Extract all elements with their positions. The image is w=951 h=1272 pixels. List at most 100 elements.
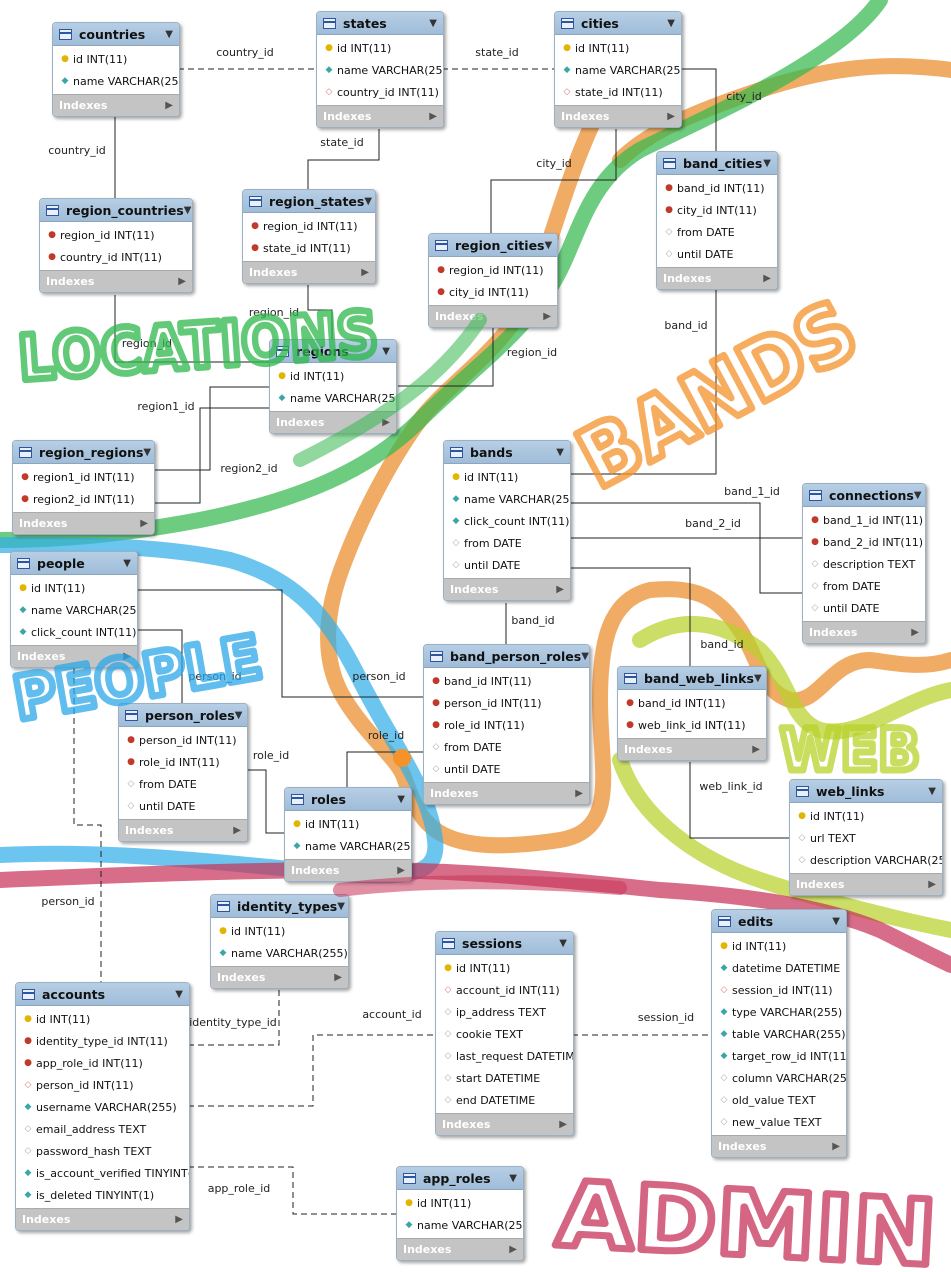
column-row[interactable]: ◇ until DATE: [657, 243, 777, 265]
column-row[interactable]: ● band_id INT(11): [657, 177, 777, 199]
table-region_regions[interactable]: region_regions ▼ ● region1_id INT(11) ● regio…: [12, 440, 155, 535]
expand-arrow-icon[interactable]: ▶: [752, 744, 760, 755]
indexes-footer[interactable]: Indexes ▶: [790, 873, 942, 895]
indexes-footer[interactable]: Indexes ▶: [555, 105, 681, 127]
column-row[interactable]: ◆ name VARCHAR(255): [444, 488, 570, 510]
indexes-footer[interactable]: Indexes ▶: [243, 261, 375, 283]
column-row[interactable]: ◆ click_count INT(11): [444, 510, 570, 532]
collapse-arrow-icon[interactable]: ▼: [556, 446, 564, 458]
column-row[interactable]: ◆ name VARCHAR(255): [317, 59, 443, 81]
table-header[interactable]: web_links ▼: [790, 780, 942, 803]
table-region_states[interactable]: region_states ▼ ● region_id INT(11) ● state_i…: [242, 189, 376, 284]
collapse-arrow-icon[interactable]: ▼: [143, 446, 152, 458]
column-row[interactable]: ● id INT(11): [270, 365, 396, 387]
collapse-arrow-icon[interactable]: ▼: [397, 793, 405, 805]
expand-arrow-icon[interactable]: ▶: [178, 276, 186, 287]
table-header[interactable]: person_roles ▼: [119, 704, 247, 727]
indexes-footer[interactable]: Indexes ▶: [397, 1238, 523, 1260]
table-header[interactable]: band_cities ▼: [657, 152, 777, 175]
table-header[interactable]: region_countries ▼: [40, 199, 192, 222]
indexes-footer[interactable]: Indexes ▶: [11, 645, 137, 667]
table-band_cities[interactable]: band_cities ▼ ● band_id INT(11) ● city_id INT…: [656, 151, 778, 290]
column-row[interactable]: ● region2_id INT(11): [13, 488, 154, 510]
collapse-arrow-icon[interactable]: ▼: [183, 204, 192, 216]
column-row[interactable]: ● region1_id INT(11): [13, 466, 154, 488]
table-regions[interactable]: regions ▼ ● id INT(11) ◆ name VARCHAR(255) Ind…: [269, 339, 397, 434]
column-row[interactable]: ● region_id INT(11): [243, 215, 375, 237]
table-header[interactable]: app_roles ▼: [397, 1167, 523, 1190]
column-row[interactable]: ◇ new_value TEXT: [712, 1111, 846, 1133]
column-row[interactable]: ◇ from DATE: [803, 575, 925, 597]
column-row[interactable]: ◇ password_hash TEXT: [16, 1140, 189, 1162]
indexes-footer[interactable]: Indexes ▶: [211, 966, 348, 988]
table-app_roles[interactable]: app_roles ▼ ● id INT(11) ◆ name VARCHAR(255) I…: [396, 1166, 524, 1261]
column-row[interactable]: ◆ name VARCHAR(255): [555, 59, 681, 81]
collapse-arrow-icon[interactable]: ▼: [382, 345, 390, 357]
column-row[interactable]: ◇ description VARCHAR(255): [790, 849, 942, 871]
table-people[interactable]: people ▼ ● id INT(11) ◆ name VARCHAR(255) ◆ cli…: [10, 551, 138, 668]
column-row[interactable]: ● id INT(11): [53, 48, 179, 70]
expand-arrow-icon[interactable]: ▶: [165, 100, 173, 111]
table-header[interactable]: region_states ▼: [243, 190, 375, 213]
column-row[interactable]: ● region_id INT(11): [40, 224, 192, 246]
column-row[interactable]: ◇ ip_address TEXT: [436, 1001, 573, 1023]
indexes-footer[interactable]: Indexes ▶: [317, 105, 443, 127]
indexes-footer[interactable]: Indexes ▶: [13, 512, 154, 534]
column-row[interactable]: ● region_id INT(11): [429, 259, 557, 281]
table-header[interactable]: region_regions ▼: [13, 441, 154, 464]
collapse-arrow-icon[interactable]: ▼: [544, 239, 553, 251]
column-row[interactable]: ◆ username VARCHAR(255): [16, 1096, 189, 1118]
collapse-arrow-icon[interactable]: ▼: [429, 17, 437, 29]
column-row[interactable]: ◇ start DATETIME: [436, 1067, 573, 1089]
column-row[interactable]: ◇ email_address TEXT: [16, 1118, 189, 1140]
column-row[interactable]: ● person_id INT(11): [119, 729, 247, 751]
column-row[interactable]: ◇ session_id INT(11): [712, 979, 846, 1001]
table-header[interactable]: connections ▼: [803, 484, 925, 507]
table-countries[interactable]: countries ▼ ● id INT(11) ◆ name VARCHAR(255) I…: [52, 22, 180, 117]
expand-arrow-icon[interactable]: ▶: [509, 1244, 517, 1255]
table-header[interactable]: regions ▼: [270, 340, 396, 363]
column-row[interactable]: ◇ last_request DATETIME: [436, 1045, 573, 1067]
indexes-footer[interactable]: Indexes ▶: [53, 94, 179, 116]
table-sessions[interactable]: sessions ▼ ● id INT(11) ◇ account_id INT(11) ◇…: [435, 931, 574, 1136]
column-row[interactable]: ◇ country_id INT(11): [317, 81, 443, 103]
indexes-footer[interactable]: Indexes ▶: [285, 859, 411, 881]
indexes-footer[interactable]: Indexes ▶: [40, 270, 192, 292]
expand-arrow-icon[interactable]: ▶: [334, 972, 342, 983]
indexes-footer[interactable]: Indexes ▶: [657, 267, 777, 289]
expand-arrow-icon[interactable]: ▶: [175, 1214, 183, 1225]
table-region_cities[interactable]: region_cities ▼ ● region_id INT(11) ● city_id…: [428, 233, 558, 328]
table-header[interactable]: bands ▼: [444, 441, 570, 464]
table-cities[interactable]: cities ▼ ● id INT(11) ◆ name VARCHAR(255) ◇ sta…: [554, 11, 682, 128]
expand-arrow-icon[interactable]: ▶: [233, 825, 241, 836]
column-row[interactable]: ◇ from DATE: [657, 221, 777, 243]
column-row[interactable]: ● id INT(11): [211, 920, 348, 942]
table-header[interactable]: roles ▼: [285, 788, 411, 811]
table-header[interactable]: people ▼: [11, 552, 137, 575]
column-row[interactable]: ◇ from DATE: [424, 736, 589, 758]
column-row[interactable]: ◆ name VARCHAR(255): [211, 942, 348, 964]
table-header[interactable]: cities ▼: [555, 12, 681, 35]
collapse-arrow-icon[interactable]: ▼: [667, 17, 675, 29]
column-row[interactable]: ● city_id INT(11): [657, 199, 777, 221]
column-row[interactable]: ● band_id INT(11): [424, 670, 589, 692]
table-header[interactable]: edits ▼: [712, 910, 846, 933]
expand-arrow-icon[interactable]: ▶: [543, 311, 551, 322]
column-row[interactable]: ● id INT(11): [555, 37, 681, 59]
column-row[interactable]: ◇ url TEXT: [790, 827, 942, 849]
column-row[interactable]: ● band_2_id INT(11): [803, 531, 925, 553]
collapse-arrow-icon[interactable]: ▼: [123, 557, 131, 569]
indexes-footer[interactable]: Indexes ▶: [444, 578, 570, 600]
expand-arrow-icon[interactable]: ▶: [559, 1119, 567, 1130]
table-header[interactable]: region_cities ▼: [429, 234, 557, 257]
collapse-arrow-icon[interactable]: ▼: [165, 28, 173, 40]
collapse-arrow-icon[interactable]: ▼: [175, 988, 183, 1000]
table-web_links[interactable]: web_links ▼ ● id INT(11) ◇ url TEXT ◇ descripti…: [789, 779, 943, 896]
column-row[interactable]: ◆ table VARCHAR(255): [712, 1023, 846, 1045]
column-row[interactable]: ● id INT(11): [317, 37, 443, 59]
column-row[interactable]: ● id INT(11): [436, 957, 573, 979]
table-header[interactable]: accounts ▼: [16, 983, 189, 1006]
column-row[interactable]: ◇ from DATE: [119, 773, 247, 795]
collapse-arrow-icon[interactable]: ▼: [832, 915, 840, 927]
table-accounts[interactable]: accounts ▼ ● id INT(11) ● identity_type_id IN…: [15, 982, 190, 1231]
